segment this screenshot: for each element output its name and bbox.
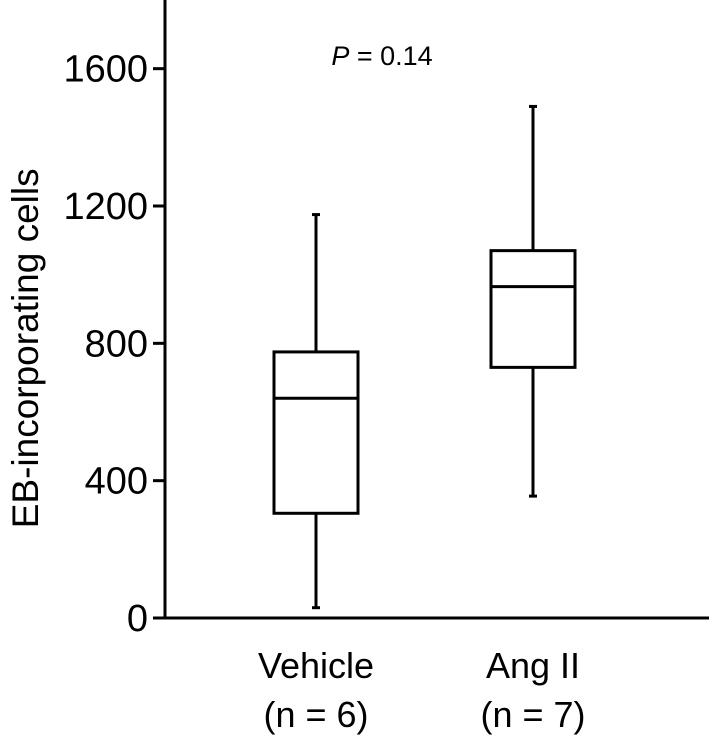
- interquartile-box: [489, 249, 577, 369]
- boxes: [272, 104, 577, 610]
- box-ang-ii: [489, 104, 577, 498]
- category-label: Vehicle: [258, 645, 374, 686]
- p-value-symbol: P: [331, 41, 349, 71]
- y-tick-label: 800: [85, 323, 148, 365]
- y-axis-label: EB-incorporating cells: [5, 168, 46, 528]
- y-tick-label: 1200: [63, 186, 148, 228]
- axes: [163, 0, 709, 620]
- y-ticks: 0 400 800 1200 1600: [63, 49, 165, 640]
- p-value-annotation: P = 0.14: [331, 41, 432, 71]
- category-n-label: (n = 6): [263, 694, 368, 735]
- category-labels: Vehicle (n = 6) Ang II (n = 7): [258, 645, 586, 735]
- y-tick-label: 400: [85, 461, 148, 503]
- category-label: Ang II: [486, 645, 580, 686]
- category-n-label: (n = 7): [480, 694, 585, 735]
- y-tick-label: 0: [127, 598, 148, 640]
- interquartile-box: [272, 350, 360, 515]
- box-vehicle: [272, 213, 360, 610]
- p-value-text: = 0.14: [349, 41, 432, 71]
- y-tick-label: 1600: [63, 49, 148, 91]
